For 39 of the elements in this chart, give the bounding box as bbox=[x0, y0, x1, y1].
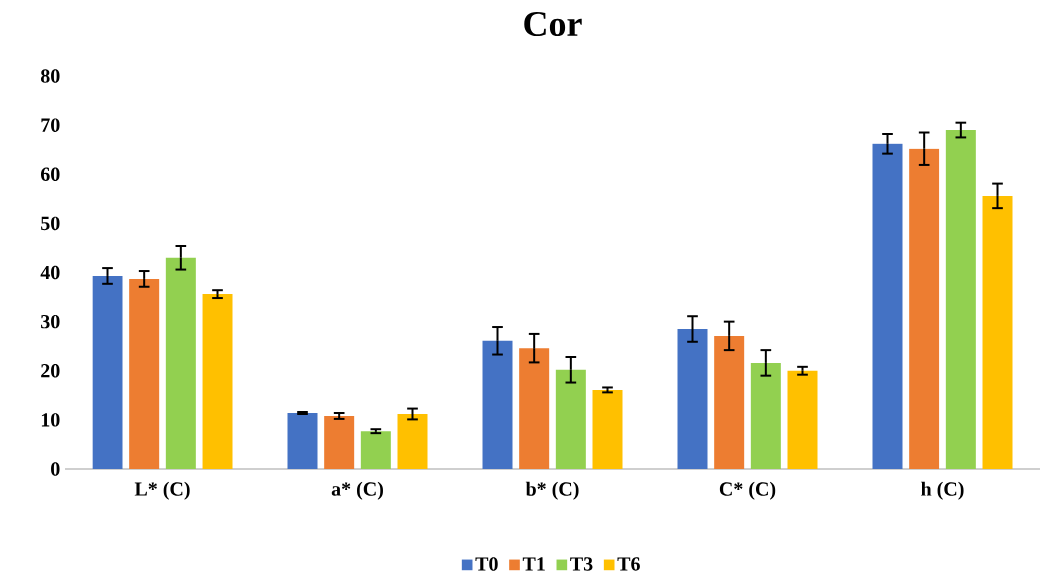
legend-label: T3 bbox=[570, 557, 593, 571]
bar bbox=[592, 389, 623, 470]
bar bbox=[872, 143, 903, 470]
bar bbox=[287, 413, 318, 470]
y-tick-label: 10 bbox=[41, 413, 60, 427]
bar bbox=[945, 130, 976, 470]
y-tick-label: 40 bbox=[40, 265, 60, 280]
bar bbox=[519, 348, 550, 470]
bar bbox=[129, 278, 160, 470]
bar bbox=[92, 276, 123, 470]
y-tick-label: 60 bbox=[40, 167, 60, 182]
bar bbox=[324, 416, 355, 470]
bar bbox=[360, 431, 391, 470]
bar bbox=[787, 370, 818, 470]
legend-label: T0 bbox=[475, 557, 498, 571]
bar bbox=[202, 294, 233, 470]
legend-label: T1 bbox=[522, 557, 545, 571]
x-tick-label: a* (C) bbox=[331, 481, 383, 500]
bar bbox=[750, 362, 781, 470]
bar bbox=[677, 329, 708, 470]
x-tick-label: h (C) bbox=[921, 481, 964, 500]
bar bbox=[165, 257, 196, 470]
bar bbox=[909, 148, 940, 470]
x-tick-label: L* (C) bbox=[134, 481, 190, 500]
y-tick-label: 0 bbox=[51, 462, 60, 476]
legend-label: T6 bbox=[617, 557, 640, 571]
bar bbox=[982, 195, 1013, 470]
y-tick-label: 70 bbox=[41, 118, 60, 132]
bar bbox=[482, 340, 513, 470]
x-tick-label: b* (C) bbox=[525, 481, 579, 500]
y-tick-label: 50 bbox=[41, 216, 60, 231]
y-tick-label: 30 bbox=[41, 314, 60, 329]
y-tick-label: 80 bbox=[40, 69, 60, 83]
x-tick-label: C* (C) bbox=[719, 481, 776, 500]
bar bbox=[397, 414, 428, 470]
chart-title: Cor bbox=[524, 11, 582, 37]
bar bbox=[714, 335, 745, 470]
bar bbox=[555, 369, 586, 470]
y-tick-label: 20 bbox=[41, 364, 60, 378]
